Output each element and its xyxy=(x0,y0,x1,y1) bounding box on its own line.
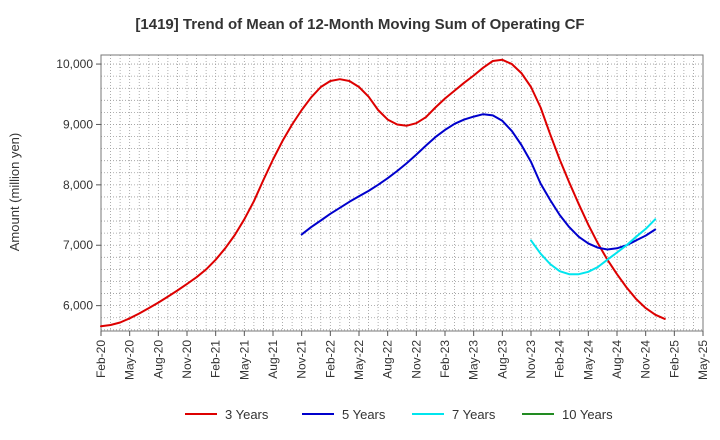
x-axis: Feb-20 May-20 Aug-20 Nov-20 Feb-21 May-21 Aug-… xyxy=(94,331,710,380)
y-tick-label: 9,000 xyxy=(63,117,93,131)
x-tick-label: May-23 xyxy=(467,340,481,380)
chart-title: [1419] Trend of Mean of 12-Month Moving … xyxy=(135,16,584,33)
y-axis-label: Amount (million yen) xyxy=(7,133,22,252)
x-tick-label: Nov-23 xyxy=(524,340,538,379)
x-tick-label: Aug-20 xyxy=(151,340,165,379)
legend-label: 10 Years xyxy=(562,407,613,422)
x-tick-label: May-25 xyxy=(696,340,710,380)
x-tick-label: Aug-21 xyxy=(266,340,280,379)
x-tick-label: Feb-24 xyxy=(553,340,567,378)
x-tick-label: Nov-20 xyxy=(180,340,194,379)
x-tick-label: Aug-22 xyxy=(381,340,395,379)
x-tick-label: Feb-23 xyxy=(438,340,452,378)
plot-border xyxy=(100,54,704,332)
x-tick-label: Nov-22 xyxy=(409,340,423,379)
x-tick-label: Feb-25 xyxy=(667,340,681,378)
x-tick-label: Nov-24 xyxy=(639,340,653,379)
y-tick-label: 10,000 xyxy=(56,57,93,71)
grid xyxy=(101,55,703,331)
series-line-3-years xyxy=(100,58,666,328)
x-tick-label: May-24 xyxy=(581,340,595,380)
legend: 3 Years 5 Years 7 Years 10 Years xyxy=(185,407,613,422)
x-tick-label: May-20 xyxy=(123,340,137,380)
x-tick-label: Aug-23 xyxy=(495,340,509,379)
series-lines xyxy=(100,58,666,328)
x-tick-label: Nov-21 xyxy=(295,340,309,379)
y-tick-label: 7,000 xyxy=(63,238,93,252)
x-tick-label: May-22 xyxy=(352,340,366,380)
y-tick-label: 6,000 xyxy=(63,299,93,313)
x-tick-label: May-21 xyxy=(237,340,251,380)
x-tick-label: Feb-22 xyxy=(323,340,337,378)
y-tick-label: 8,000 xyxy=(63,178,93,192)
legend-label: 7 Years xyxy=(452,407,496,422)
legend-label: 3 Years xyxy=(225,407,269,422)
plot-area xyxy=(101,55,703,331)
y-axis: 6,000 7,000 8,000 9,000 10,000 xyxy=(56,57,101,313)
x-tick-label: Aug-24 xyxy=(610,340,624,379)
legend-label: 5 Years xyxy=(342,407,386,422)
series-line-5-years xyxy=(300,113,657,251)
x-tick-label: Feb-20 xyxy=(94,340,108,378)
series-line-7-years xyxy=(530,218,657,276)
x-tick-label: Feb-21 xyxy=(209,340,223,378)
